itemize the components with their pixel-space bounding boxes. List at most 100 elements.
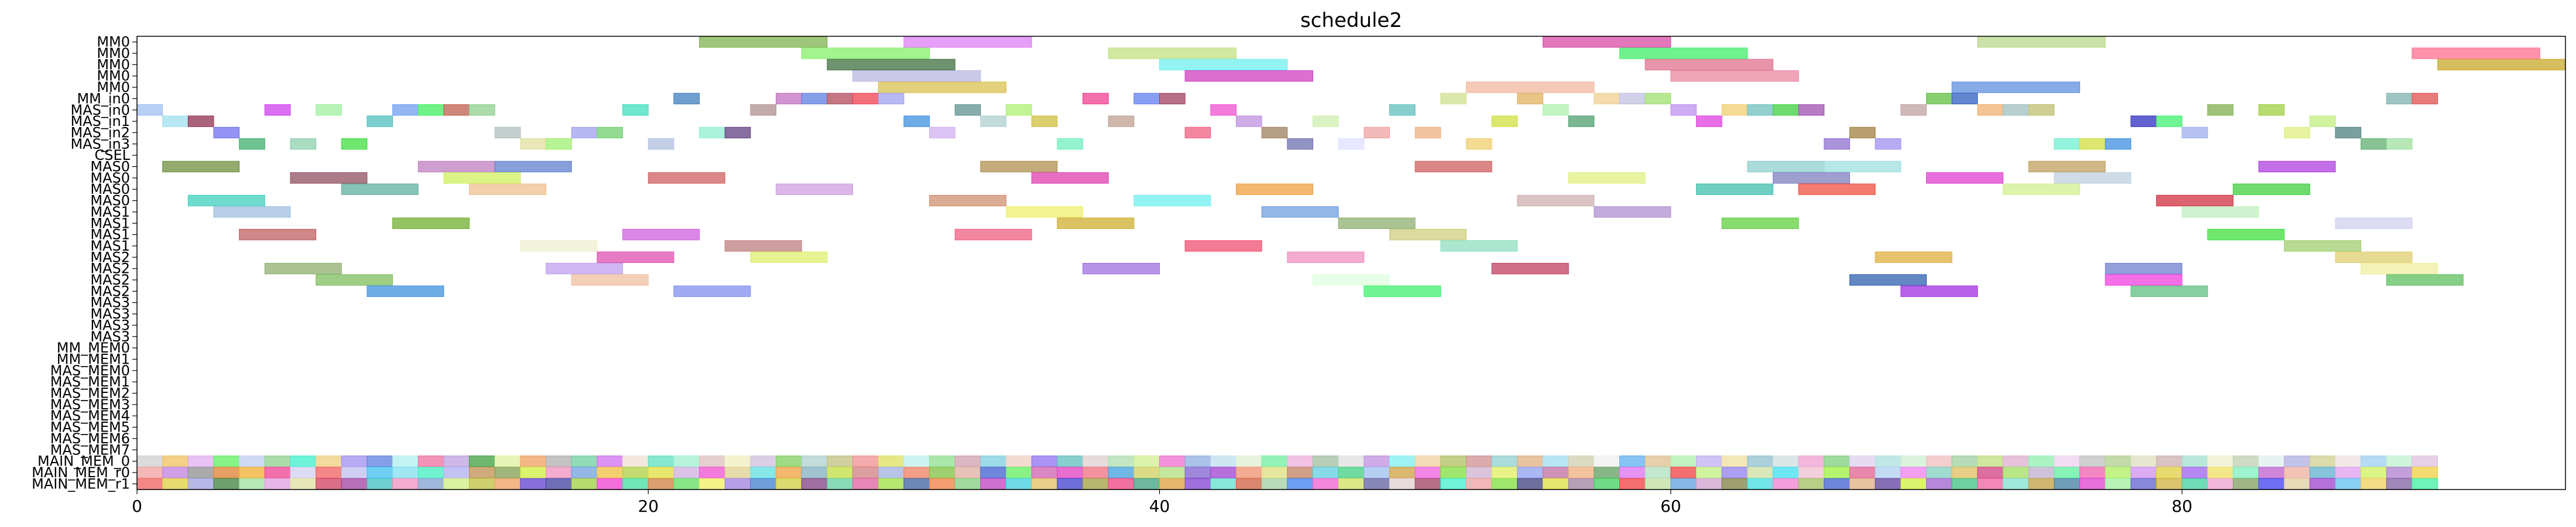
task-bar-7 xyxy=(2411,47,2540,59)
mem-bar-2-19 xyxy=(622,478,649,490)
mem-bar-0-46 xyxy=(1313,455,1339,467)
mem-bar-1-26 xyxy=(801,467,828,478)
task-bar-172 xyxy=(1849,274,1927,286)
mem-bar-2-26 xyxy=(801,478,828,490)
task-bar-109 xyxy=(417,160,495,173)
task-bar-111 xyxy=(980,160,1058,173)
task-bar-126 xyxy=(469,183,547,195)
task-bar-112 xyxy=(1414,160,1492,173)
mem-bar-1-25 xyxy=(776,467,802,478)
task-bar-22 xyxy=(852,93,879,105)
mem-bar-0-4 xyxy=(239,455,265,467)
mem-bar-1-12 xyxy=(443,467,470,478)
mem-bar-1-55 xyxy=(1542,467,1569,478)
mem-bar-0-37 xyxy=(1083,455,1109,467)
mem-bar-0-39 xyxy=(1133,455,1160,467)
mem-bar-1-78 xyxy=(2130,467,2157,478)
task-bars xyxy=(136,36,2566,490)
mem-bar-2-75 xyxy=(2054,478,2080,490)
task-bar-78 xyxy=(571,126,598,139)
mem-bar-1-74 xyxy=(2028,467,2055,478)
task-bar-13 xyxy=(1184,70,1314,82)
task-bar-62 xyxy=(187,115,214,127)
mem-bar-2-29 xyxy=(878,478,905,490)
mem-bar-2-67 xyxy=(1849,478,1876,490)
task-bar-25 xyxy=(1133,93,1160,105)
task-bar-38 xyxy=(316,104,342,116)
mem-bar-0-75 xyxy=(2054,455,2080,467)
mem-bar-2-70 xyxy=(1926,478,1952,490)
task-bar-48 xyxy=(1389,104,1416,116)
mem-bar-2-16 xyxy=(546,478,572,490)
task-bar-64 xyxy=(903,115,930,127)
mem-bar-1-71 xyxy=(1951,467,1978,478)
mem-bar-1-81 xyxy=(2207,467,2234,478)
mem-bar-2-68 xyxy=(1875,478,1902,490)
task-bar-169 xyxy=(316,274,393,286)
mem-bar-1-4 xyxy=(239,467,265,478)
task-bar-138 xyxy=(213,206,291,218)
task-bar-59 xyxy=(2207,104,2234,116)
task-bar-150 xyxy=(954,228,1032,241)
mem-bar-2-58 xyxy=(1619,478,1646,490)
task-bar-86 xyxy=(1414,126,1441,139)
mem-bar-1-13 xyxy=(469,467,495,478)
mem-bar-1-15 xyxy=(520,467,547,478)
task-bar-114 xyxy=(1824,160,1902,173)
task-bar-69 xyxy=(1313,115,1339,127)
mem-bar-2-6 xyxy=(290,478,317,490)
mem-bar-2-34 xyxy=(1006,478,1032,490)
mem-bar-0-66 xyxy=(1824,455,1850,467)
mem-bar-2-47 xyxy=(1338,478,1365,490)
task-bar-9 xyxy=(1159,59,1288,71)
mem-bar-0-27 xyxy=(827,455,854,467)
mem-bar-1-45 xyxy=(1287,467,1314,478)
mem-bar-1-85 xyxy=(2309,467,2336,478)
mem-bar-0-16 xyxy=(546,455,572,467)
task-bar-54 xyxy=(1798,104,1825,116)
task-bar-43 xyxy=(622,104,649,116)
task-bar-5 xyxy=(1108,47,1237,59)
mem-bar-0-53 xyxy=(1491,455,1518,467)
mem-bar-1-56 xyxy=(1568,467,1595,478)
y-tick-label-13: MAS0 xyxy=(90,181,130,197)
mem-bar-2-72 xyxy=(1977,478,2003,490)
mem-bar-2-63 xyxy=(1747,478,1773,490)
mem-bar-0-41 xyxy=(1184,455,1211,467)
mem-bar-1-24 xyxy=(750,467,777,478)
task-bar-97 xyxy=(1057,138,1084,150)
task-bar-171 xyxy=(1313,274,1390,286)
mem-bar-1-18 xyxy=(597,467,624,478)
mem-bar-2-23 xyxy=(724,478,751,490)
task-bar-85 xyxy=(1364,126,1390,139)
task-bar-60 xyxy=(2258,104,2285,116)
task-bar-165 xyxy=(1083,262,1160,275)
task-bar-45 xyxy=(954,104,981,116)
mem-bar-2-87 xyxy=(2361,478,2387,490)
task-bar-124 xyxy=(2054,172,2132,184)
mem-bar-1-2 xyxy=(187,467,214,478)
task-bar-51 xyxy=(1721,104,1748,116)
mem-bar-1-35 xyxy=(1031,467,1058,478)
task-bar-119 xyxy=(648,172,725,184)
mem-bar-2-43 xyxy=(1236,478,1262,490)
mem-bar-1-32 xyxy=(954,467,981,478)
mem-bar-2-57 xyxy=(1594,478,1620,490)
task-bar-146 xyxy=(1721,217,1799,229)
mem-bar-2-17 xyxy=(571,478,598,490)
mem-bar-0-15 xyxy=(520,455,547,467)
mem-bar-0-76 xyxy=(2079,455,2106,467)
task-bar-40 xyxy=(417,104,444,116)
mem-bar-0-25 xyxy=(776,455,802,467)
mem-bar-1-36 xyxy=(1057,467,1084,478)
mem-bar-1-0 xyxy=(136,467,163,478)
y-tick-label-14: MAS0 xyxy=(90,193,130,209)
mem-bar-0-83 xyxy=(2258,455,2285,467)
mem-bar-0-42 xyxy=(1210,455,1237,467)
mem-bar-2-10 xyxy=(392,478,419,490)
mem-bar-1-47 xyxy=(1338,467,1365,478)
mem-bar-0-82 xyxy=(2232,455,2259,467)
task-bar-108 xyxy=(162,160,240,173)
mem-bar-1-79 xyxy=(2156,467,2183,478)
